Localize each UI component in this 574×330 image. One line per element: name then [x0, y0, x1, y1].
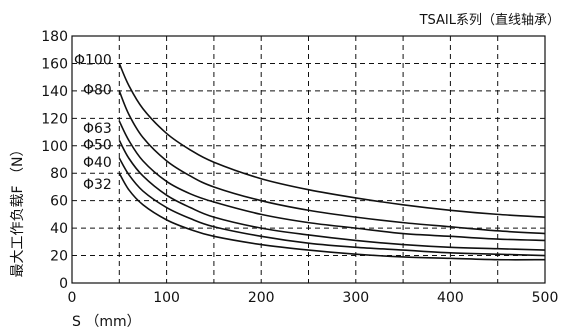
- x-tick-label: 200: [248, 290, 275, 306]
- series-lines: [118, 63, 546, 261]
- series-label: Φ50: [83, 137, 112, 153]
- plot-frame: [71, 35, 546, 284]
- x-tick-label: 100: [153, 290, 180, 306]
- y-tick-label: 20: [50, 249, 68, 265]
- series-line: [118, 157, 546, 257]
- series-label: Φ100: [74, 52, 112, 68]
- y-tick-label: 160: [41, 56, 68, 72]
- x-tick-label: 400: [437, 290, 464, 306]
- y-tick-label: 100: [41, 139, 68, 155]
- series-label: Φ40: [83, 155, 112, 171]
- y-tick-label: 60: [50, 194, 68, 210]
- y-tick-label: 180: [41, 29, 68, 45]
- series-line: [118, 172, 546, 261]
- series-line: [118, 120, 546, 242]
- series-label: Φ80: [83, 83, 112, 99]
- x-tick-label: 300: [342, 290, 369, 306]
- y-tick-label: 0: [59, 276, 68, 292]
- x-tick-labels: 0 100 200 300 400 500: [68, 290, 559, 306]
- chart-title: TSAIL系列（直线轴承）: [419, 13, 560, 28]
- y-tick-label: 80: [50, 166, 68, 182]
- y-tick-labels: 0 20 40 60 80 100 120 140 160 180: [41, 29, 68, 292]
- series-line: [118, 90, 546, 235]
- series-line: [118, 139, 546, 251]
- x-tick-label: 500: [532, 290, 559, 306]
- x-tick-label: 0: [68, 290, 77, 306]
- y-tick-label: 140: [41, 84, 68, 100]
- y-tick-label: 120: [41, 111, 68, 127]
- y-tick-label: 40: [50, 221, 68, 237]
- y-axis-title: 最大工作负载F （N）: [10, 143, 26, 278]
- series-line: [118, 63, 546, 218]
- series-label: Φ63: [83, 121, 112, 137]
- series-label: Φ32: [83, 177, 112, 193]
- x-axis-title: S （mm）: [72, 314, 141, 330]
- grid: [72, 36, 545, 283]
